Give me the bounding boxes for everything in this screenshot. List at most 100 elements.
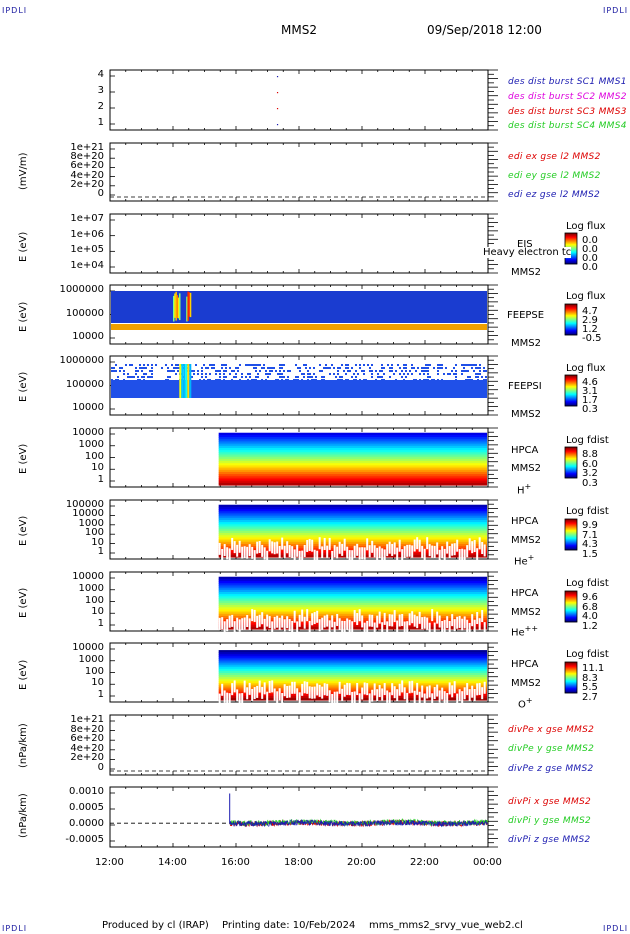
hpca-gap	[406, 621, 409, 634]
hpca-gap	[438, 549, 441, 562]
eis-colorbar-title: Log flux	[566, 221, 606, 232]
feepsi-speckle	[427, 379, 429, 381]
hpca-gap	[443, 691, 446, 704]
feepsi-speckle	[125, 364, 127, 366]
hpca-gap	[381, 688, 384, 701]
feepsi-speckle	[423, 370, 425, 372]
y-tick-label: 1e+05	[70, 244, 104, 256]
feepsi-speckle	[235, 376, 237, 378]
feepsi-speckle	[231, 370, 233, 372]
colorbar-step	[565, 321, 577, 323]
feepsi-speckle	[219, 379, 221, 381]
hpca-gap	[391, 614, 394, 627]
colorbar-step	[565, 539, 577, 541]
feepsi-speckle	[437, 370, 439, 372]
colorbar-step	[565, 258, 577, 260]
feepsi-speckle	[347, 379, 349, 381]
hpca-gap	[381, 622, 384, 635]
feepsi-speckle	[253, 367, 255, 369]
hpca-gap	[391, 683, 394, 696]
hpca-gap	[271, 621, 274, 634]
feepsi-speckle	[405, 370, 407, 372]
colorbar-step	[565, 388, 577, 390]
feepsi-speckle	[347, 364, 349, 366]
feepsi-speckle	[209, 364, 211, 366]
feepsi-speckle	[111, 370, 113, 372]
hpca-gap	[301, 683, 304, 696]
hpca-heatmap-hpca_hepp	[218, 576, 488, 635]
colorbar-step	[565, 386, 577, 388]
feepsi-speckle	[423, 367, 425, 369]
feepsi-speckle	[369, 367, 371, 369]
colorbar-step	[565, 309, 577, 311]
hpca-gap	[313, 612, 316, 625]
feepsi-speckle	[123, 379, 125, 381]
hpca-gap	[266, 550, 269, 563]
hpca-gap	[388, 541, 391, 554]
hpca-gap	[451, 614, 454, 627]
y-tick-label: 0	[97, 188, 104, 199]
colorbar-step	[565, 448, 577, 450]
y-tick-label: 1	[97, 689, 104, 700]
hpca-gap	[256, 685, 259, 698]
hpca-gap	[328, 690, 331, 703]
hpca-gap	[391, 543, 394, 556]
hpca-gap	[241, 618, 244, 631]
colorbar-step	[565, 523, 577, 525]
feepsi-speckle	[475, 367, 477, 369]
hpca-energy-row	[218, 504, 488, 508]
feepsi-speckle	[391, 364, 393, 366]
colorbar-step	[565, 530, 577, 532]
colorbar-step	[565, 535, 577, 537]
y-tick-label: 1000	[78, 438, 104, 450]
hpca-gap	[441, 620, 444, 633]
hpca-gap	[443, 548, 446, 561]
hpca-gap	[276, 691, 279, 704]
hpca-energy-row	[218, 506, 488, 510]
colorbar-step	[565, 402, 577, 404]
feepsi-colorbar-title: Log flux	[566, 363, 606, 374]
hpca-gap	[438, 690, 441, 703]
feepsi-burst-streak	[185, 364, 188, 398]
hpca-gap	[311, 686, 314, 699]
feepsi-speckle	[307, 373, 309, 375]
hpca-gap	[393, 542, 396, 555]
hpca-gap	[453, 681, 456, 694]
feepsi-speckle	[245, 364, 247, 366]
hpca-gap	[278, 545, 281, 558]
legend-divpi-z: divPi z gse MMS2	[508, 835, 591, 845]
feepsi-speckle	[461, 373, 463, 375]
feepsi-speckle	[259, 370, 261, 372]
feepsi-speckle	[263, 364, 265, 366]
hpca-gap	[348, 619, 351, 632]
colorbar-step	[565, 240, 577, 242]
hpca-gap	[436, 542, 439, 555]
feepsi-speckle	[211, 364, 213, 366]
colorbar-step	[565, 381, 577, 383]
hpca-gap	[291, 546, 294, 559]
colorbar-step	[565, 315, 577, 317]
hpca-gap	[291, 681, 294, 694]
hpca-gap	[323, 615, 326, 628]
feepsi-speckle	[263, 367, 265, 369]
colorbar-step	[565, 461, 577, 463]
hpca-gap	[321, 546, 324, 559]
colorbar-step	[565, 534, 577, 536]
hpca-heatmap-hpca_h	[218, 432, 488, 486]
hpca-gap	[338, 618, 341, 631]
hpca-o-spacecraft-label: MMS2	[511, 678, 541, 689]
feepsi-speckle	[389, 367, 391, 369]
hpca-he-cb-v1: 7.1	[582, 530, 598, 541]
hpca-gap	[378, 546, 381, 559]
hpca-gap	[351, 550, 354, 563]
hpca-gap	[353, 691, 356, 704]
feepsi-speckle	[449, 373, 451, 375]
hpca-gap	[418, 611, 421, 624]
feepsi-speckle	[281, 373, 283, 375]
hpca-energy-row	[218, 598, 488, 602]
hpca-gap	[268, 539, 271, 552]
hpca-energy-row	[218, 666, 488, 670]
feepsi-speckle	[177, 364, 179, 366]
feepsi-speckle	[219, 376, 221, 378]
feepsi-speckle	[477, 376, 479, 378]
